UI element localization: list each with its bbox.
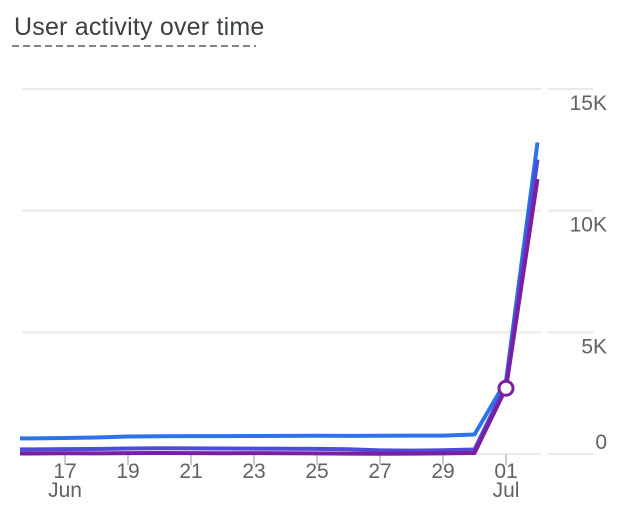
y-axis-label-15K: 15K	[570, 92, 607, 115]
x-axis-label-19: 19	[116, 460, 139, 483]
x-axis-month-label-Jun: Jun	[48, 479, 82, 502]
x-axis-label-23: 23	[242, 460, 265, 483]
x-axis-label-29: 29	[431, 460, 454, 483]
y-axis-label-10K: 10K	[570, 214, 607, 237]
title-underline	[12, 45, 256, 47]
x-axis-label-01: 01	[494, 460, 517, 483]
y-axis-label-0: 0	[595, 431, 607, 454]
x-axis-label-21: 21	[179, 460, 202, 483]
x-axis-label-25: 25	[305, 460, 328, 483]
purple-line[interactable]	[20, 178, 540, 456]
x-axis-label-17: 17	[53, 460, 76, 483]
blue-line[interactable]	[20, 142, 540, 441]
x-axis-label-27: 27	[368, 460, 391, 483]
x-axis-month-label-Jul: Jul	[493, 479, 520, 502]
chart-title[interactable]: User activity over time	[14, 13, 265, 41]
indigo-line[interactable]	[20, 159, 540, 453]
y-axis-label-5K: 5K	[581, 335, 607, 358]
purple-line-marker[interactable]	[497, 379, 515, 397]
